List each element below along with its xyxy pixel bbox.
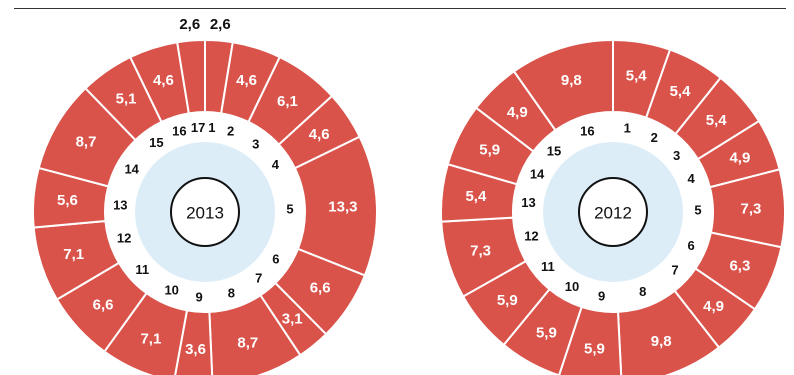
value-label-4: 4,9 — [729, 149, 750, 166]
year-label: 2012 — [594, 204, 632, 223]
category-label-16: 16 — [172, 123, 186, 138]
category-label-12: 12 — [117, 231, 131, 246]
category-label-10: 10 — [565, 279, 579, 294]
value-label-15: 5,1 — [116, 90, 137, 107]
value-label-17: 2,6 — [179, 16, 200, 33]
top-rule — [14, 8, 786, 9]
value-label-5: 7,3 — [741, 200, 762, 217]
category-label-7: 7 — [255, 270, 262, 285]
category-label-1: 1 — [208, 120, 215, 135]
value-label-9: 5,9 — [584, 340, 605, 357]
ring-chart-2013: 2,6 4,6 6,1 4,6 13,3 6,6 3,1 8,7 3,6 7,1 6,6 7,1 5,6… — [32, 16, 378, 375]
value-label-14: 8,7 — [76, 134, 97, 151]
category-label-5: 5 — [286, 201, 293, 216]
value-label-13: 5,6 — [57, 192, 78, 209]
ring-segment-8 — [616, 289, 721, 375]
category-label-4: 4 — [688, 171, 696, 186]
category-label-8: 8 — [639, 284, 646, 299]
year-circle — [578, 177, 648, 247]
value-label-3: 6,1 — [277, 93, 298, 110]
value-label-7: 3,1 — [282, 310, 303, 327]
ring-chart-2012: 5,4 5,4 5,4 4,9 7,3 6,3 4,9 9,8 5,9 5,9 5,9 7,3 5,4 5… — [440, 38, 786, 375]
category-label-15: 15 — [149, 135, 163, 150]
value-label-15: 4,9 — [507, 104, 528, 121]
value-label-12: 7,3 — [470, 242, 491, 259]
category-label-9: 9 — [196, 289, 203, 304]
value-label-8: 9,8 — [651, 333, 672, 350]
value-label-3: 5,4 — [706, 112, 728, 129]
category-label-6: 6 — [688, 238, 695, 253]
ring-segment-17 — [176, 38, 206, 115]
category-label-11: 11 — [541, 259, 555, 274]
value-label-4: 4,6 — [309, 126, 330, 143]
value-label-14: 5,9 — [479, 141, 500, 158]
ring-segment-16 — [512, 38, 614, 132]
value-label-1: 5,4 — [626, 67, 648, 84]
category-label-2: 2 — [227, 123, 234, 138]
category-label-12: 12 — [524, 228, 538, 243]
category-label-7: 7 — [671, 263, 678, 278]
category-label-8: 8 — [228, 285, 235, 300]
value-label-6: 6,6 — [310, 280, 331, 297]
category-label-3: 3 — [252, 136, 259, 151]
value-label-9: 3,6 — [185, 341, 206, 358]
category-label-1: 1 — [624, 121, 631, 136]
category-label-14: 14 — [124, 161, 139, 176]
value-label-2: 5,4 — [670, 83, 692, 100]
category-label-3: 3 — [673, 148, 680, 163]
value-label-16: 9,8 — [561, 72, 582, 89]
value-label-10: 7,1 — [140, 330, 161, 347]
value-label-6: 6,3 — [729, 258, 750, 275]
category-label-5: 5 — [694, 203, 701, 218]
year-circle — [170, 177, 240, 247]
value-label-13: 5,4 — [465, 188, 487, 205]
category-label-14: 14 — [530, 166, 545, 181]
value-label-16: 4,6 — [153, 72, 174, 89]
category-label-17: 17 — [191, 120, 205, 135]
value-label-1: 2,6 — [210, 16, 231, 33]
category-label-6: 6 — [272, 251, 279, 266]
value-label-8: 8,7 — [237, 335, 258, 352]
category-label-13: 13 — [521, 195, 535, 210]
value-label-11: 6,6 — [93, 297, 114, 314]
category-label-2: 2 — [651, 130, 658, 145]
category-label-4: 4 — [272, 157, 280, 172]
value-label-5: 13,3 — [328, 198, 357, 215]
value-label-10: 5,9 — [536, 324, 557, 341]
category-label-13: 13 — [113, 197, 127, 212]
category-label-16: 16 — [580, 123, 594, 138]
value-label-7: 4,9 — [703, 298, 724, 315]
category-label-11: 11 — [135, 262, 149, 277]
value-label-12: 7,1 — [63, 246, 84, 263]
category-label-15: 15 — [547, 143, 561, 158]
ring-segment-8 — [208, 293, 302, 375]
year-label: 2013 — [186, 204, 224, 223]
value-label-2: 4,6 — [236, 72, 257, 89]
category-label-10: 10 — [164, 283, 178, 298]
category-label-9: 9 — [598, 289, 605, 304]
value-label-11: 5,9 — [497, 292, 518, 309]
